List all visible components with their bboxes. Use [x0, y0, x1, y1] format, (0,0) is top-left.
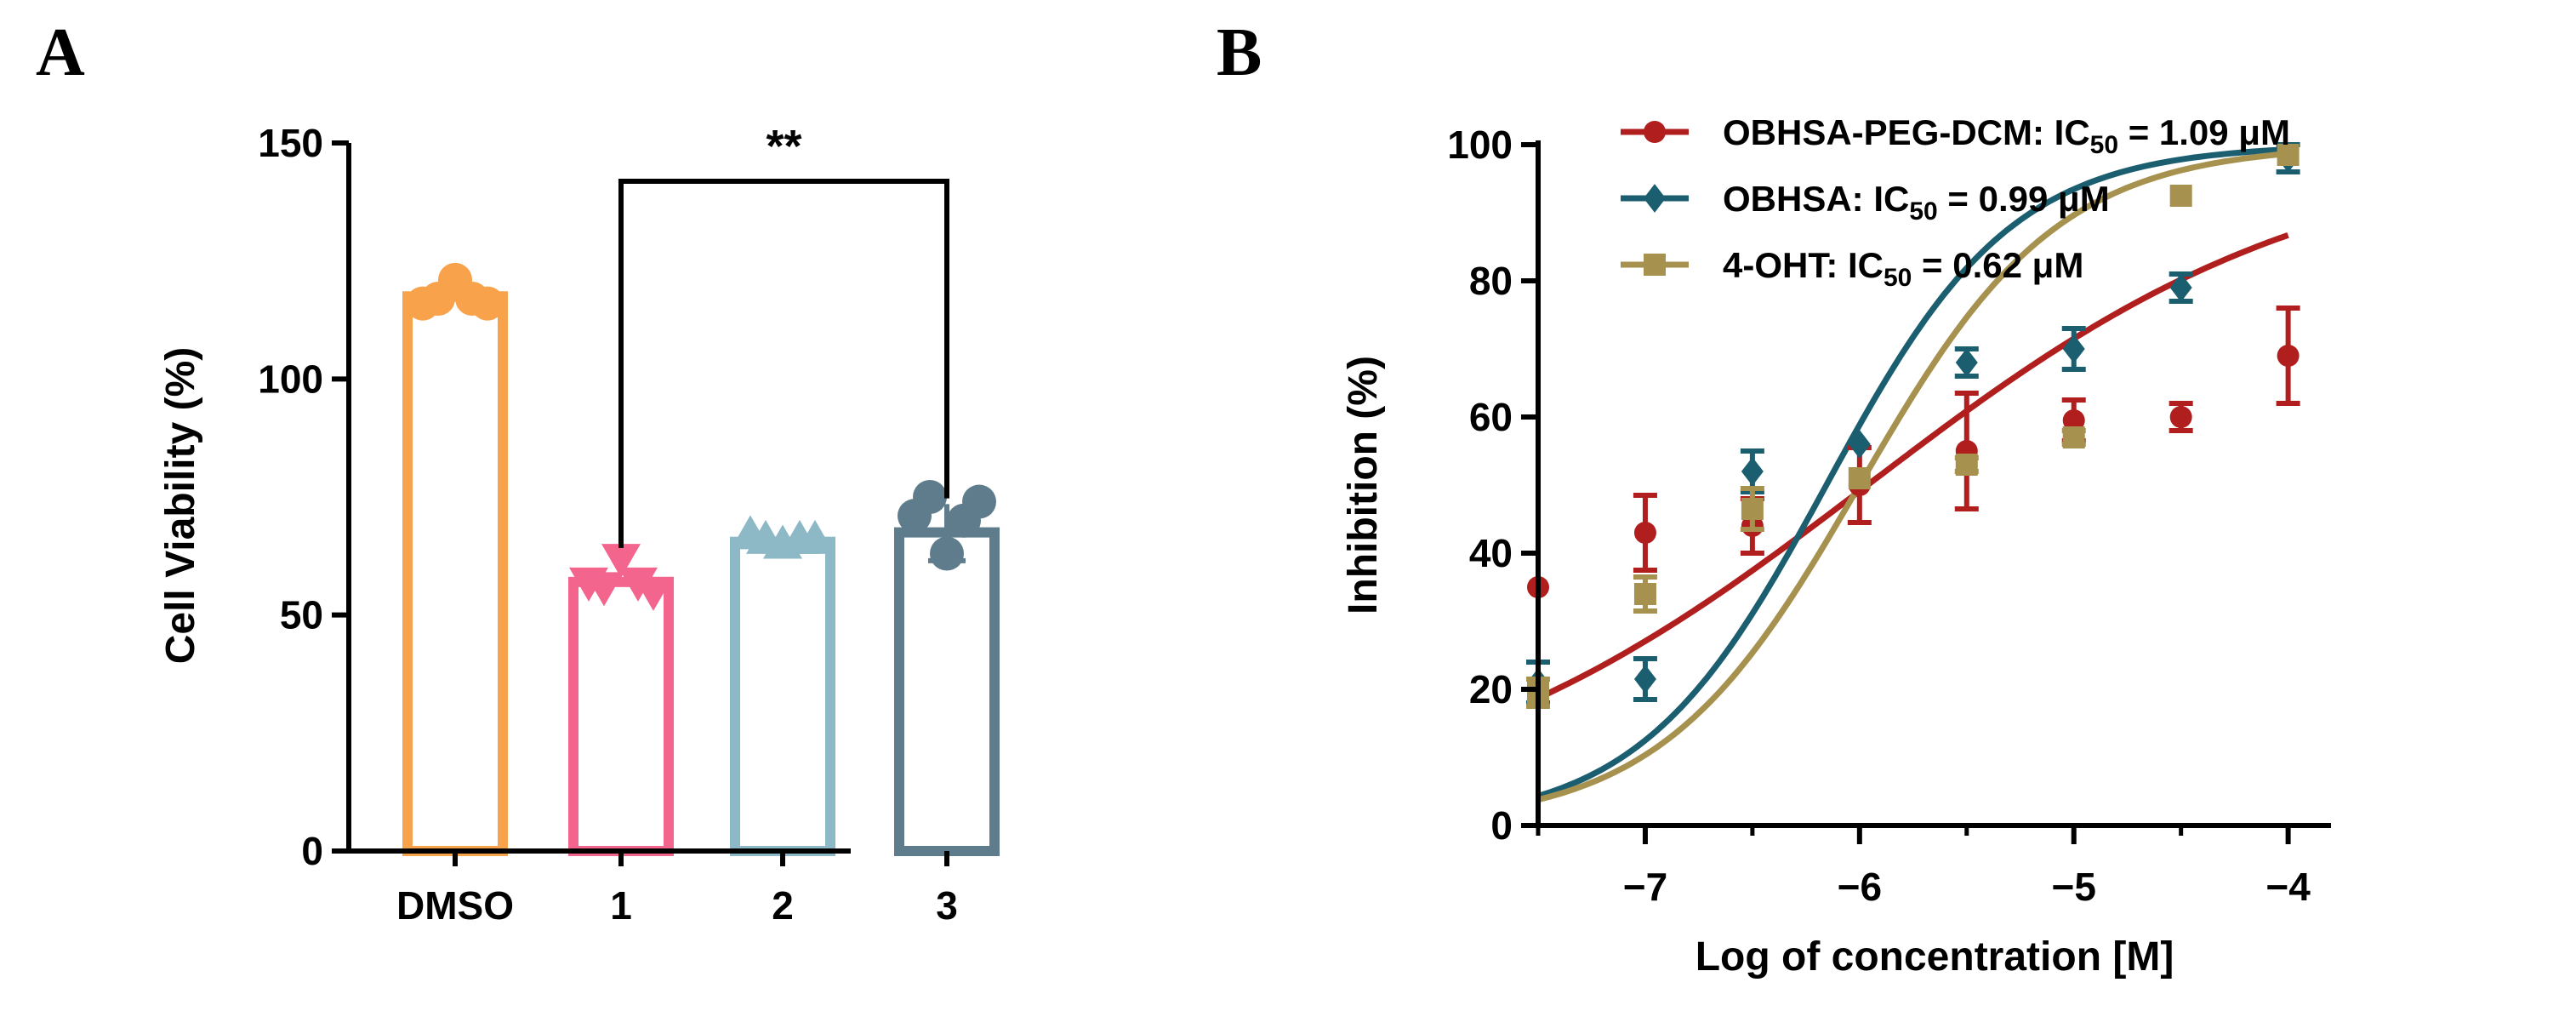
y-axis-title: Cell Viability (%) [158, 347, 203, 665]
legend-marker-series-3 [1644, 254, 1666, 276]
data-point-1 [584, 572, 624, 607]
data-point-series-3 [2277, 144, 2300, 166]
data-point-DMSO [470, 286, 504, 321]
data-point-series-2 [2169, 273, 2192, 302]
data-point-series-3 [1741, 498, 1764, 520]
data-point-series-1 [2062, 409, 2085, 431]
y-tick-label: 150 [258, 121, 323, 165]
panel-b-letter: B [1217, 15, 1262, 90]
legend-marker-series-2 [1644, 184, 1666, 213]
y-tick-label: 20 [1469, 667, 1513, 711]
data-point-series-1 [1633, 522, 1656, 544]
x-tick-label: DMSO [396, 883, 514, 928]
x-tick-label: −7 [1623, 865, 1667, 909]
legend-label-suffix: = 1.09 μM [2118, 112, 2290, 152]
data-point-series-2 [1848, 430, 1871, 459]
legend-label-subscript: 50 [1909, 197, 1937, 226]
significance-bracket [618, 179, 949, 548]
data-point-series-1 [2277, 345, 2300, 367]
data-point-3 [913, 480, 947, 514]
fit-curve-series-1 [1536, 232, 2289, 701]
x-tick-label: −6 [1838, 865, 1882, 909]
y-tick-label: 0 [301, 829, 323, 873]
x-tick-label: 1 [610, 883, 632, 928]
significance-label: ** [766, 121, 801, 172]
panel-a-letter: A [36, 15, 85, 90]
bar-DMSO [402, 291, 508, 856]
data-point-series-3 [2169, 185, 2192, 207]
data-point-series-3 [1955, 454, 1978, 476]
y-tick-label: 80 [1469, 259, 1513, 303]
data-point-series-3 [1848, 467, 1871, 489]
y-tick-label: 100 [258, 357, 323, 401]
x-tick-label: 3 [936, 883, 958, 928]
data-point-series-1 [2169, 406, 2192, 428]
x-tick-label: −5 [2052, 865, 2096, 909]
x-axis-title: Log of concentration [M] [1695, 934, 2174, 980]
legend-label-suffix: = 0.99 μM [1938, 179, 2110, 219]
legend-label-series-2: OBHSA: IC50 = 0.99 μM [1723, 179, 2110, 226]
bar-3 [894, 527, 1000, 856]
fit-curve-series-2 [1536, 146, 2288, 799]
y-tick-label: 60 [1469, 395, 1513, 439]
y-tick-label: 50 [280, 593, 323, 637]
y-tick-label: 100 [1447, 123, 1513, 167]
data-point-series-2 [1741, 457, 1764, 486]
data-point-series-2 [1955, 348, 1978, 377]
legend-label-subscript: 50 [1884, 264, 1912, 292]
y-axis-title: Inhibition (%) [1341, 356, 1386, 614]
data-point-3 [962, 484, 996, 519]
data-point-series-2 [1633, 665, 1656, 694]
bar-1 [568, 576, 674, 857]
data-point-series-3 [1633, 583, 1656, 605]
dose-response-chart: 0 20 40 60 80 100 −7 −6 −5 −4 Log of concentration… [1341, 112, 2331, 980]
legend-label-subscript: 50 [2090, 131, 2118, 159]
x-tick-label: 2 [772, 883, 794, 928]
bar-2 [730, 536, 835, 857]
y-tick-label: 0 [1490, 803, 1513, 848]
data-point-1 [634, 576, 673, 611]
legend-label-prefix: OBHSA-PEG-DCM: IC [1723, 112, 2090, 152]
fit-curve-series-3 [1537, 151, 2288, 803]
data-point-series-3 [2062, 426, 2085, 448]
legend-marker-series-1 [1644, 121, 1666, 143]
x-tick-label: −4 [2265, 865, 2311, 909]
legend-label-prefix: OBHSA: IC [1723, 179, 1909, 219]
legend-label-series-1: OBHSA-PEG-DCM: IC50 = 1.09 μM [1723, 112, 2290, 159]
data-point-1 [618, 567, 658, 602]
data-point-2 [795, 519, 835, 554]
y-tick-label: 40 [1469, 531, 1513, 575]
data-point-series-2 [2062, 334, 2085, 363]
bar-chart-cell-viability: 0 50 100 150 DMSO 1 2 3 Cell Viability (%) ** [158, 121, 1000, 928]
data-point-1 [601, 544, 641, 579]
legend-label-suffix: = 0.62 μM [1912, 245, 2083, 285]
legend-label-series-3: 4-OHT: IC50 = 0.62 μM [1723, 245, 2083, 292]
legend-label-prefix: 4-OHT: IC [1723, 245, 1884, 285]
